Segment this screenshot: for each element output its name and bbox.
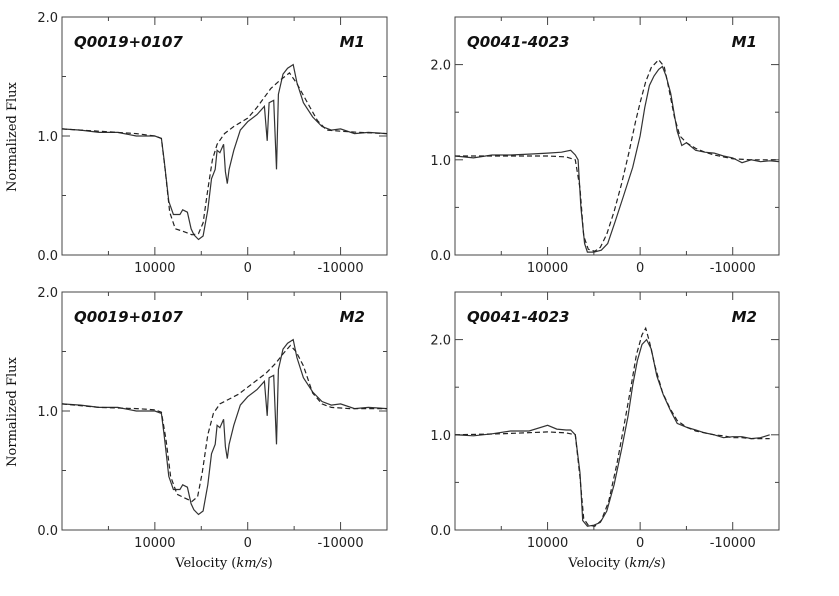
y-axis-label-bottom: Normalized Flux (5, 356, 20, 466)
x-tick-label: 10000 (527, 261, 568, 276)
quasar-name-label: Q0041-4023 (467, 308, 569, 326)
plot-frame (454, 16, 780, 256)
x-tick-label: 10000 (134, 536, 175, 551)
model-fit-line (61, 344, 387, 503)
y-tick-label: 0.0 (37, 249, 58, 264)
x-axis-label-left: Velocity (km/s) (174, 556, 272, 571)
observed-spectrum-line (61, 338, 388, 516)
x-axis-label-unit: km/s (629, 556, 661, 571)
quasar-name-label: Q0019+0107 (74, 308, 183, 326)
panel-q0019-m1: 10000 0 -10000 0.0 1.0 2.0 Q0019+0107 M1 (37, 11, 388, 276)
x-tick-label: 10000 (134, 261, 175, 276)
x-axis-label-prefix: Velocity ( (174, 556, 236, 571)
y-tick-label: 2.0 (37, 286, 58, 301)
panel-q0019-m2: 10000 0 -10000 0.0 1.0 2.0 Q0019+0107 M2 (37, 286, 388, 551)
panel-q0041-m2: 10000 0 -10000 0.0 1.0 2.0 Q0041-4023 M2 (430, 291, 780, 551)
y-tick-label: 2.0 (430, 334, 451, 349)
observed-spectrum-line (454, 338, 770, 527)
x-tick-label: -10000 (318, 261, 364, 276)
x-tick-label: -10000 (710, 536, 756, 551)
model-name-label: M1 (340, 33, 365, 51)
plot-frame (454, 291, 780, 531)
x-tick-label: 0 (244, 261, 252, 276)
x-axis-label-suffix: ) (661, 556, 666, 571)
x-axis-label-prefix: Velocity ( (567, 556, 629, 571)
model-name-label: M2 (340, 308, 365, 326)
quasar-name-label: Q0041-4023 (467, 33, 569, 51)
x-axis-label-right: Velocity (km/s) (567, 556, 665, 571)
y-tick-label: 0.0 (430, 524, 451, 539)
observed-spectrum-line (61, 63, 388, 241)
y-tick-label: 0.0 (430, 249, 451, 264)
x-tick-label: 0 (244, 536, 252, 551)
plot-frame (61, 291, 388, 531)
x-tick-label: 0 (636, 536, 644, 551)
x-tick-label: 0 (636, 261, 644, 276)
model-fit-line (61, 72, 388, 236)
x-tick-label: 10000 (527, 536, 568, 551)
quasar-name-label: Q0019+0107 (74, 33, 183, 51)
model-fit-line (454, 326, 770, 527)
panel-q0041-m1: 10000 0 -10000 0.0 1.0 2.0 Q0041-4023 M1 (430, 16, 780, 276)
y-tick-label: 2.0 (430, 59, 451, 74)
plot-frame (61, 16, 388, 256)
y-tick-label: 2.0 (37, 11, 58, 26)
y-tick-label: 1.0 (430, 154, 451, 169)
x-axis-label-unit: km/s (236, 556, 268, 571)
y-tick-label: 1.0 (430, 429, 451, 444)
observed-spectrum-line (454, 65, 780, 253)
model-name-label: M2 (732, 308, 757, 326)
x-tick-label: -10000 (710, 261, 756, 276)
y-axis-label-top: Normalized Flux (5, 81, 20, 191)
y-tick-label: 0.0 (37, 524, 58, 539)
x-axis-label-suffix: ) (268, 556, 273, 571)
model-name-label: M1 (732, 33, 757, 51)
y-tick-label: 1.0 (37, 130, 58, 145)
y-tick-label: 1.0 (37, 405, 58, 420)
model-fit-line (455, 58, 779, 252)
x-tick-label: -10000 (318, 536, 364, 551)
